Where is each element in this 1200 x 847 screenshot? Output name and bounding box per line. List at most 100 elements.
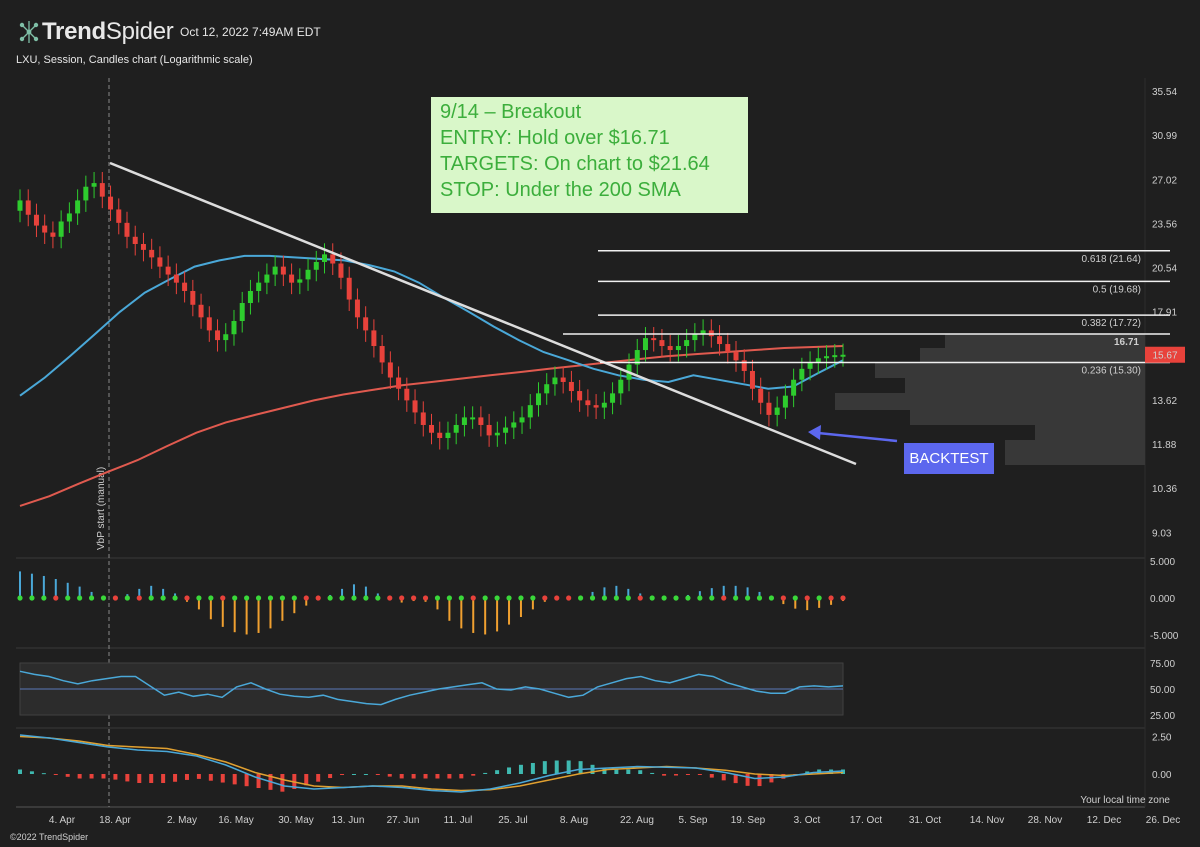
macd-histogram-bar [113, 774, 118, 780]
backtest-arrow-head [808, 425, 821, 440]
date-tick-label: 27. Jun [387, 815, 420, 826]
header: TrendSpider Oct 12, 2022 7:49AM EDT LXU,… [0, 0, 1200, 70]
date-tick-label: 16. May [218, 815, 254, 826]
osc-dot [279, 595, 286, 601]
macd-histogram-bar [483, 772, 488, 774]
macd-histogram-bar [220, 774, 225, 783]
trendspider-logo: TrendSpider [16, 18, 174, 46]
candle-body [75, 200, 81, 214]
candle-body [83, 186, 89, 201]
candle-body [832, 355, 838, 358]
osc-dot [196, 595, 202, 601]
candle-body [346, 277, 352, 300]
candle-body [799, 368, 805, 380]
macd-histogram-bar [554, 760, 559, 774]
candle-body [659, 340, 665, 347]
last-price-label: 15.67 [1152, 351, 1177, 362]
osc-tick-label: -5.000 [1150, 631, 1179, 642]
macd-histogram-bar [507, 767, 512, 774]
candle-body [610, 393, 616, 403]
osc-dot [422, 595, 429, 601]
candle-body [577, 391, 583, 401]
rsi-tick-label: 25.00 [1150, 711, 1175, 722]
date-tick-label: 22. Aug [620, 815, 654, 826]
candle-body [618, 379, 624, 394]
macd-histogram-bar [495, 770, 500, 774]
candle-body [478, 417, 484, 425]
note-line-entry: ENTRY: Hold over $16.71 [440, 127, 670, 149]
price-tick-label: 13.62 [1152, 396, 1177, 407]
candle-body [791, 379, 797, 396]
candle-body [552, 377, 558, 385]
macd-histogram-bar [196, 774, 201, 779]
candle-body [601, 402, 607, 408]
osc-dot [434, 595, 441, 601]
osc-dot [172, 595, 178, 601]
candle-body [824, 356, 830, 359]
candle-body [132, 236, 138, 244]
candle-body [289, 274, 295, 283]
macd-histogram-bar [697, 774, 702, 775]
macd-histogram-bar [602, 768, 607, 774]
candle-body [535, 393, 541, 406]
rsi-line [19, 670, 844, 706]
candle-body [313, 261, 319, 270]
macd-line [19, 734, 844, 793]
macd-histogram-bar [173, 774, 178, 782]
candle-body [560, 377, 566, 382]
candle-body [634, 350, 640, 365]
volume-profile-bar [920, 348, 1145, 362]
candle-body [807, 362, 813, 369]
candle-body [149, 249, 155, 258]
macd-histogram-bar [208, 774, 213, 781]
osc-dot [840, 595, 846, 601]
date-tick-label: 30. May [278, 815, 314, 826]
candle-body [354, 299, 360, 318]
macd-histogram-bar [53, 774, 58, 775]
osc-dot [220, 595, 226, 601]
fib-level-label: 0.618 (21.64) [1082, 254, 1142, 265]
candle-body [33, 214, 39, 226]
osc-dot [733, 595, 739, 601]
candle-body [766, 402, 772, 415]
candle-body [840, 354, 846, 357]
macd-histogram-bar [184, 774, 189, 780]
candle-body [593, 405, 599, 408]
last-price-badge [1145, 346, 1185, 363]
candle-body [297, 279, 303, 283]
fib-level-label: 16.71 [1114, 337, 1139, 348]
date-tick-label: 8. Aug [560, 815, 588, 826]
candle-body [758, 388, 764, 403]
price-tick-label: 27.02 [1152, 175, 1177, 186]
note-line-stop: STOP: Under the 200 SMA [440, 179, 681, 201]
candle-body [322, 254, 328, 262]
candle-body [684, 340, 690, 347]
osc-dot [661, 595, 667, 601]
candle-body [445, 432, 451, 439]
macd-histogram-bar [638, 770, 643, 774]
candle-body [503, 427, 509, 433]
price-tick-label: 9.03 [1152, 528, 1172, 539]
osc-dot [148, 595, 154, 601]
price-tick-label: 30.99 [1152, 131, 1177, 142]
date-tick-label: 13. Jun [332, 815, 365, 826]
macd-tick-label: 0.00 [1152, 770, 1172, 781]
date-tick-label: 5. Sep [679, 815, 708, 826]
macd-histogram-bar [423, 774, 428, 779]
note-line-breakout: 9/14 – Breakout [440, 101, 582, 123]
sma-200-line [19, 345, 844, 507]
volume-profile-bar [875, 362, 1145, 378]
osc-dot [375, 595, 381, 601]
downtrend-line [109, 161, 857, 466]
macd-histogram-bar [733, 774, 738, 784]
sma-fast-line [19, 254, 844, 397]
candle-body [527, 405, 533, 418]
date-tick-label: 19. Sep [731, 815, 766, 826]
macd-histogram-bar [757, 774, 762, 787]
osc-dot [303, 595, 309, 601]
date-tick-label: 26. Dec [1146, 815, 1180, 826]
osc-dot [351, 595, 357, 601]
rsi-tick-label: 75.00 [1150, 659, 1175, 670]
osc-dot [160, 595, 166, 601]
osc-dot [792, 595, 798, 601]
